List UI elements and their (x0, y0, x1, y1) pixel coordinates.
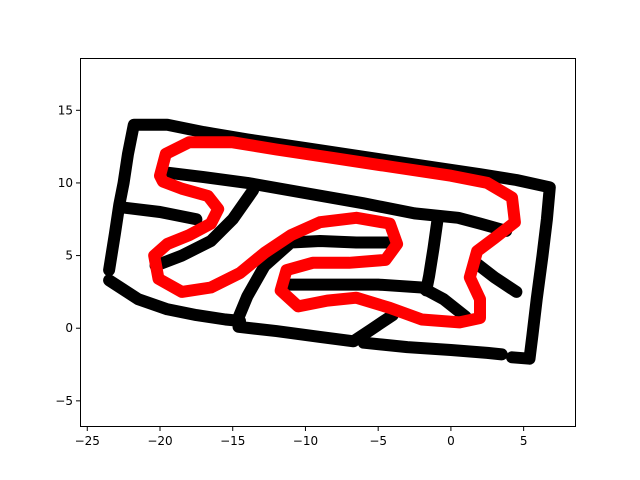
track-boundary-line-4 (117, 201, 203, 226)
track-boundary-line-7 (231, 235, 396, 327)
x-tick-label: 0 (447, 434, 455, 448)
track-boundary-line-2 (232, 309, 399, 348)
track-boundary-line-9 (282, 278, 472, 323)
track-boundary-line-8 (420, 211, 444, 297)
track-boundary-line-10 (469, 256, 523, 298)
track-boundary-line-3 (357, 336, 508, 361)
series-layer (103, 118, 556, 365)
y-axis: −5 0 5 10 15 (55, 103, 80, 408)
track-boundary-line-6 (149, 184, 260, 272)
y-tick-label: 0 (65, 321, 73, 335)
x-tick-label: 5 (520, 434, 528, 448)
y-tick-label: 5 (65, 249, 73, 263)
x-tick-label: −15 (220, 434, 245, 448)
x-tick-label: −5 (369, 434, 387, 448)
y-tick-label: 15 (58, 103, 73, 117)
track-boundary-line-5 (162, 166, 513, 237)
x-tick-label: −25 (75, 434, 100, 448)
x-tick-label: −20 (147, 434, 172, 448)
y-tick-label: 10 (58, 176, 73, 190)
red-path-line (148, 136, 521, 329)
axes-frame (80, 58, 576, 427)
x-axis: −25 −20 −15 −10 −5 0 5 (75, 427, 528, 448)
track-boundary-line-1 (103, 274, 246, 327)
x-tick-label: −10 (293, 434, 318, 448)
y-tick-label: −5 (55, 394, 73, 408)
